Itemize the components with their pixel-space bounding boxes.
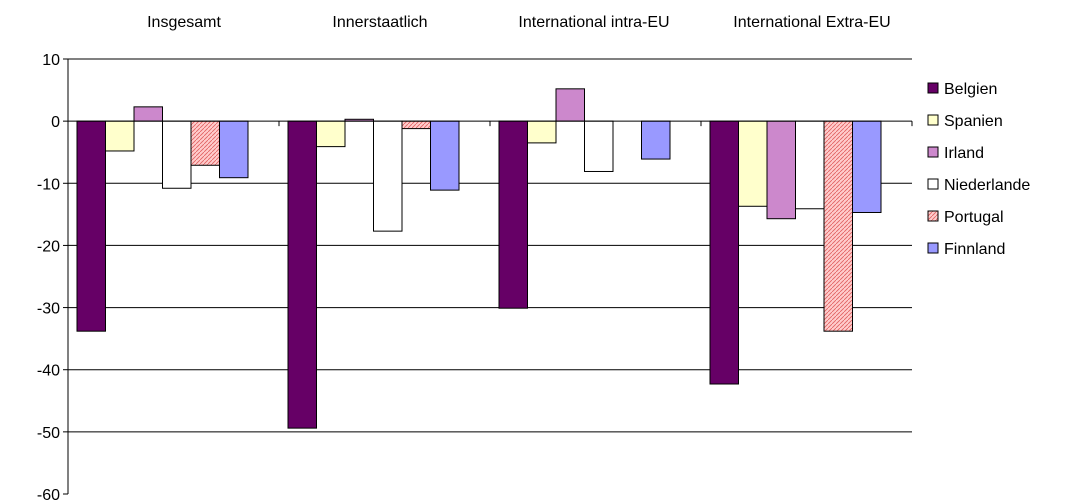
y-tick-label: -30 xyxy=(37,301,60,318)
category-label-international-extra-eu: International Extra-EU xyxy=(733,14,890,31)
bar-portugal-insgesamt xyxy=(190,120,220,166)
bar-finnland-international-extra-eu xyxy=(852,120,882,213)
legend-label-spanien: Spanien xyxy=(944,113,1003,130)
bar-irland-international-intra-eu xyxy=(555,88,585,122)
bar-finnland-international-intra-eu xyxy=(641,120,671,160)
category-labels: Insgesamt Innerstaatlich International int… xyxy=(147,14,891,31)
bar-spanien-international-extra-eu xyxy=(738,120,768,207)
y-tick-label: -40 xyxy=(37,363,60,380)
legend-label-finnland: Finnland xyxy=(944,241,1005,258)
bar-niederlande-innerstaatlich xyxy=(373,120,403,232)
axes xyxy=(63,58,913,495)
legend-swatch-portugal xyxy=(927,210,939,222)
bars xyxy=(76,88,882,429)
bar-belgien-international-extra-eu xyxy=(709,120,739,385)
bar-niederlande-international-intra-eu xyxy=(584,120,614,172)
legend-swatch-niederlande xyxy=(927,178,939,190)
bar-finnland-insgesamt xyxy=(219,120,249,179)
bar-finnland-innerstaatlich xyxy=(430,120,460,191)
legend-label-belgien: Belgien xyxy=(944,81,997,98)
legend-label-niederlande: Niederlande xyxy=(944,177,1030,194)
y-tick-label: 10 xyxy=(42,52,60,69)
legend-label-irland: Irland xyxy=(944,145,984,162)
category-label-insgesamt: Insgesamt xyxy=(147,14,221,31)
y-tick-label: -10 xyxy=(37,176,60,193)
category-label-innerstaatlich: Innerstaatlich xyxy=(332,14,427,31)
bar-niederlande-international-extra-eu xyxy=(795,120,825,210)
y-tick-label: 0 xyxy=(51,114,60,131)
legend-swatch-finnland xyxy=(927,242,939,254)
bar-irland-international-extra-eu xyxy=(766,120,796,220)
bar-portugal-innerstaatlich xyxy=(401,120,431,130)
legend-label-portugal: Portugal xyxy=(944,209,1004,226)
gridlines xyxy=(68,58,912,433)
legend-swatch-spanien xyxy=(927,114,939,126)
category-label-international-intra-eu: International intra-EU xyxy=(518,14,669,31)
y-tick-labels: 10 0 -10 -20 -30 -40 -50 -60 xyxy=(37,52,60,502)
legend-swatch-belgien xyxy=(927,82,939,94)
legend-swatch-irland xyxy=(927,146,939,158)
y-tick-label: -60 xyxy=(37,487,60,502)
bar-belgien-innerstaatlich xyxy=(287,120,317,429)
bar-spanien-international-intra-eu xyxy=(527,120,557,144)
bar-belgien-international-intra-eu xyxy=(498,120,528,309)
bar-belgien-insgesamt xyxy=(76,120,106,332)
y-tick-label: -20 xyxy=(37,238,60,255)
legend: Belgien Spanien Irland Niederlande Portugal F… xyxy=(927,81,1030,258)
bar-spanien-insgesamt xyxy=(105,120,135,152)
bar-irland-insgesamt xyxy=(133,106,163,122)
bar-portugal-international-extra-eu xyxy=(823,120,853,332)
bar-spanien-innerstaatlich xyxy=(316,120,346,148)
y-tick-label: -50 xyxy=(37,425,60,442)
bar-niederlande-insgesamt xyxy=(162,120,192,189)
